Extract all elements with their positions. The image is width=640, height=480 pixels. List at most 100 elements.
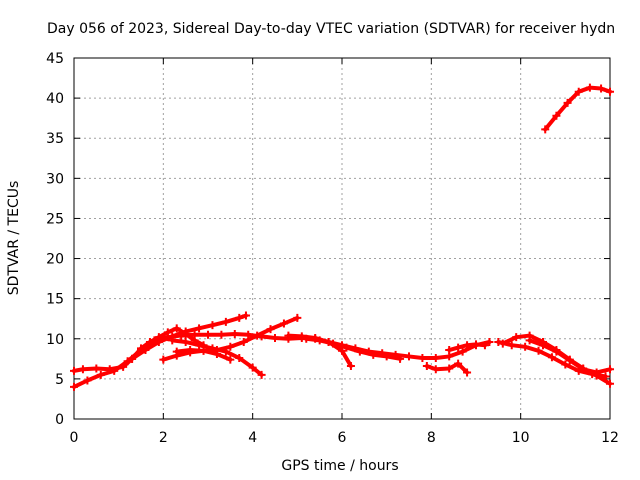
data-point <box>253 331 262 340</box>
data-point <box>168 336 177 345</box>
series-track-i <box>422 359 472 377</box>
data-point <box>195 341 204 350</box>
data-point <box>369 350 378 359</box>
data-point <box>485 337 494 346</box>
data-point <box>512 333 521 342</box>
data-point <box>454 343 463 352</box>
data-point <box>606 365 614 374</box>
series-track-n <box>541 83 614 134</box>
data-point <box>405 352 413 361</box>
series-trace <box>72 331 492 389</box>
data-point <box>547 353 556 362</box>
data-point <box>208 321 217 330</box>
data-point <box>445 364 454 373</box>
data-point <box>70 366 78 375</box>
data-point <box>217 330 226 339</box>
series-track-f <box>172 346 235 364</box>
series-track-c <box>128 311 250 363</box>
data-point <box>315 336 324 345</box>
data-point <box>204 330 212 339</box>
data-point <box>226 342 235 351</box>
data-point <box>119 362 128 371</box>
y-axis-label: SDTVAR / TECUs <box>6 181 22 296</box>
y-tick-label: 25 <box>46 211 64 227</box>
data-point <box>534 346 543 355</box>
data-point <box>239 337 248 346</box>
data-point <box>445 346 454 355</box>
data-point <box>186 346 195 355</box>
data-point <box>507 341 516 350</box>
y-tick-labels: 0 5 10 15 20 25 30 35 40 45 <box>46 51 64 428</box>
y-tick-label: 15 <box>46 292 64 308</box>
data-point <box>472 340 480 349</box>
y-tick-label: 40 <box>46 91 64 107</box>
data-point <box>145 337 154 346</box>
data-point <box>226 355 235 364</box>
axis-ticks <box>73 57 611 420</box>
data-point <box>271 333 279 342</box>
data-point <box>382 352 391 361</box>
data-point <box>212 350 221 359</box>
data-point <box>230 329 239 338</box>
x-axis-label: GPS time / hours <box>281 458 398 474</box>
data-point <box>181 337 190 346</box>
data-point <box>463 368 472 377</box>
x-tick-label: 4 <box>248 430 257 446</box>
y-tick-label: 20 <box>46 252 64 268</box>
y-tick-label: 35 <box>46 131 64 147</box>
data-point <box>458 347 467 356</box>
data-point <box>561 360 570 369</box>
data-point <box>159 355 168 364</box>
x-tick-label: 6 <box>338 430 347 446</box>
data-point <box>552 111 561 120</box>
data-point <box>579 365 588 374</box>
data-point <box>498 339 507 348</box>
data-point <box>606 87 614 96</box>
data-point <box>431 354 440 363</box>
data-point <box>279 319 288 328</box>
series-trace <box>543 85 612 132</box>
data-point <box>422 362 431 371</box>
data-point <box>592 368 601 377</box>
x-tick-labels: 0 2 4 6 8 10 12 <box>70 430 619 446</box>
data-point <box>606 379 614 388</box>
data-point <box>293 313 302 322</box>
data-point <box>597 84 606 93</box>
data-point <box>329 339 338 348</box>
data-point <box>539 341 547 350</box>
data-point <box>172 324 181 333</box>
data-point <box>105 365 114 374</box>
data-point <box>92 364 101 373</box>
data-marks <box>70 83 614 391</box>
data-point <box>574 87 583 96</box>
data-point <box>355 347 364 356</box>
chart-title: Day 056 of 2023, Sidereal Day-to-day VTE… <box>47 21 615 37</box>
data-point <box>83 376 92 385</box>
data-point <box>221 317 230 326</box>
y-tick-label: 0 <box>55 412 64 428</box>
x-tick-label: 8 <box>427 430 436 446</box>
series-track-m <box>525 336 614 377</box>
data-point <box>266 325 275 334</box>
data-point <box>525 336 534 345</box>
x-tick-label: 10 <box>512 430 530 446</box>
data-point <box>585 83 594 92</box>
data-point <box>418 354 427 363</box>
data-point <box>195 324 204 333</box>
x-tick-label: 2 <box>159 430 168 446</box>
data-point <box>141 346 150 355</box>
data-point <box>431 365 440 374</box>
data-point <box>128 354 137 363</box>
data-point <box>521 342 530 351</box>
data-point <box>241 311 250 320</box>
data-point <box>297 332 306 341</box>
x-tick-label: 12 <box>601 430 619 446</box>
data-point <box>70 382 78 391</box>
data-point <box>244 330 253 339</box>
data-point <box>78 365 87 374</box>
x-tick-label: 0 <box>70 430 79 446</box>
series-trace <box>130 313 248 361</box>
data-point <box>163 328 172 337</box>
data-point <box>181 327 190 336</box>
